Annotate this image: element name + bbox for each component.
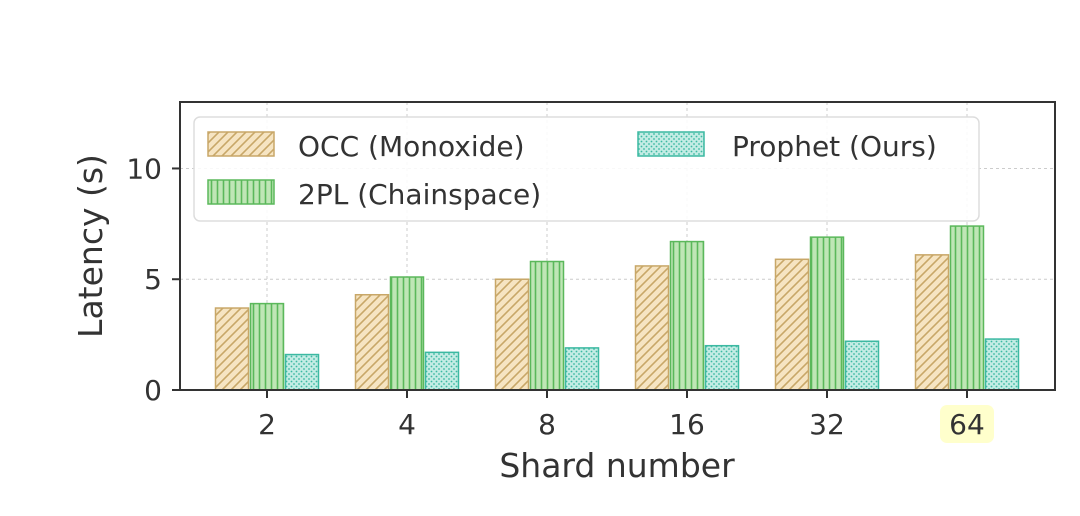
bar-vertical-lines — [529, 260, 565, 391]
x-tick-label: 16 — [669, 408, 705, 441]
bar-vertical-lines — [949, 225, 985, 391]
legend-label: 2PL (Chainspace) — [298, 178, 541, 211]
legend-label: Prophet (Ours) — [732, 130, 937, 163]
legend-swatch — [207, 179, 275, 205]
y-tick-label: 5 — [144, 263, 162, 296]
bar-vertical-lines — [249, 302, 285, 391]
x-tick-label: 8 — [538, 408, 556, 441]
bar-dots — [984, 338, 1020, 391]
x-tick-label: 64 — [949, 408, 985, 441]
bar-diagonal-hatch — [634, 265, 670, 391]
bar-vertical-lines — [389, 276, 425, 391]
bar-dots — [704, 344, 740, 391]
x-tick-label: 2 — [258, 408, 276, 441]
x-tick-label: 4 — [398, 408, 416, 441]
x-tick-label: 32 — [809, 408, 845, 441]
legend-swatch — [637, 131, 705, 157]
bars-layer — [214, 225, 1020, 391]
bar-dots — [424, 351, 460, 391]
bar-dots — [284, 353, 320, 391]
plot-frame — [179, 101, 1056, 391]
x-tick-highlight — [940, 405, 994, 443]
bar-diagonal-hatch — [774, 258, 810, 391]
bar-diagonal-hatch — [494, 278, 530, 391]
axis-layer: 0 5 10 2 4 8 16 32 64 — [126, 152, 994, 443]
bar-vertical-lines — [809, 236, 845, 391]
bar-dots — [844, 340, 880, 391]
y-axis-label: Latency (s) — [71, 154, 110, 338]
legend: OCC (Monoxide) 2PL (Chainspace) Prophet (O… — [193, 116, 980, 222]
y-tick-label: 0 — [144, 374, 162, 407]
bar-diagonal-hatch — [914, 254, 950, 391]
bar-diagonal-hatch — [214, 307, 250, 391]
x-axis-label: Shard number — [499, 446, 735, 485]
legend-swatch — [207, 131, 275, 157]
y-tick-label: 10 — [126, 152, 162, 185]
legend-box — [193, 116, 980, 222]
bar-diagonal-hatch — [354, 293, 390, 391]
bar-dots — [564, 347, 600, 391]
legend-label: OCC (Monoxide) — [298, 130, 525, 163]
bar-vertical-lines — [669, 240, 705, 391]
